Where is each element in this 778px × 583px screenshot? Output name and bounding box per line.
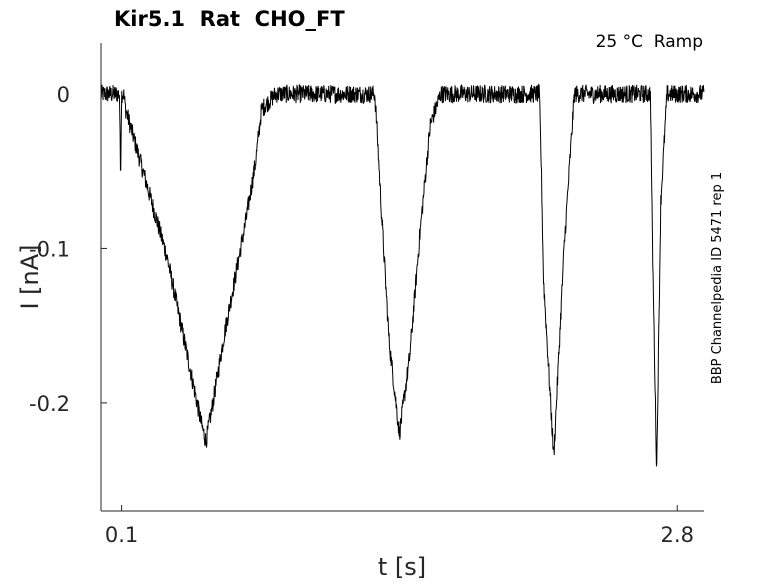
x-axis-label: t [s] [378, 553, 426, 581]
channelpedia-id-label: BBP Channelpedia ID 5471 rep 1 [710, 172, 725, 384]
chart-title: Kir5.1 Rat CHO_FT [114, 7, 345, 31]
current-trace-line [100, 83, 705, 467]
ticks-layer: 0.1 2.8 0 -0.1 -0.2 [29, 83, 694, 547]
y-tick-label: -0.1 [29, 237, 70, 261]
y-axis-label: I [nA] [16, 244, 44, 309]
x-tick-label: 0.1 [105, 523, 138, 547]
condition-label: 25 °C Ramp [596, 32, 703, 52]
x-tick-label: 2.8 [661, 523, 694, 547]
plot-area [101, 43, 704, 511]
series-layer [100, 83, 705, 467]
y-tick-label: -0.2 [29, 392, 70, 416]
y-tick-label: 0 [57, 83, 70, 107]
